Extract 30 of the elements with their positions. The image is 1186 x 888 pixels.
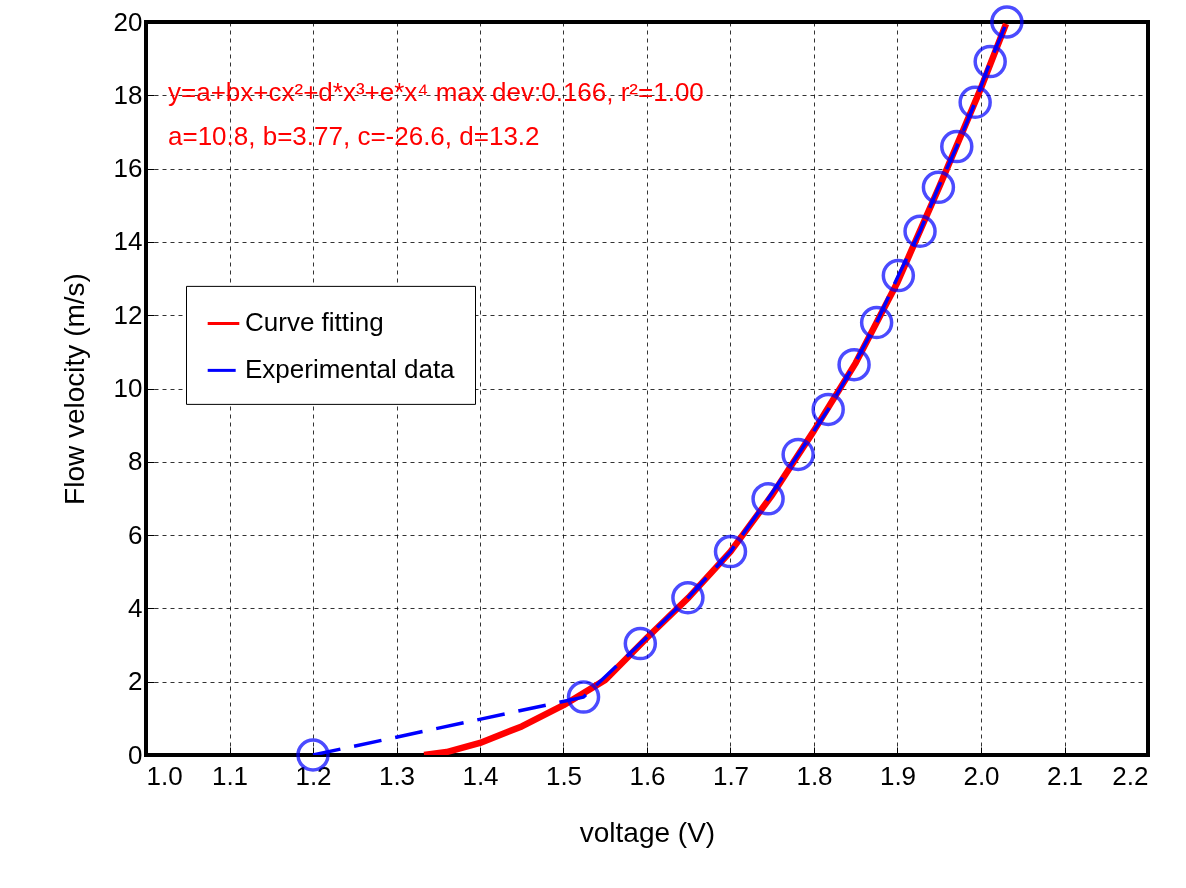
y-tick-label: 8 — [128, 446, 143, 477]
y-tick-label: 14 — [113, 226, 143, 257]
legend-label: Experimental data — [245, 354, 456, 385]
x-tick-label: 2.1 — [1046, 760, 1084, 791]
y-tick-label: 2 — [128, 666, 143, 697]
annotation: a=10.8, b=3.77, c=-26.6, d=13.2 — [168, 121, 540, 151]
x-tick-label: 1.0 — [146, 760, 183, 791]
x-tick-label: 1.1 — [211, 760, 249, 791]
x-tick-label: 1.2 — [295, 760, 332, 791]
annotation: y=a+bx+cx²+d*x³+e*x⁴ max dev:0.166, r²=1.00 — [168, 77, 704, 107]
x-tick-label: 2.2 — [1112, 760, 1149, 791]
x-tick-label: 1.6 — [629, 760, 666, 791]
y-axis-title: Flow velocity (m/s) — [58, 273, 90, 505]
x-axis-title: voltage (V) — [579, 816, 716, 848]
x-tick-label: 1.5 — [545, 760, 583, 791]
x-tick-label: 1.8 — [796, 760, 833, 791]
x-tick-label: 1.3 — [378, 760, 416, 791]
y-tick-label: 0 — [128, 739, 143, 770]
y-tick-label: 16 — [113, 153, 143, 184]
x-tick-label: 2.0 — [963, 760, 1000, 791]
x-tick-label: 1.7 — [712, 760, 750, 791]
x-tick-label: 1.9 — [879, 760, 917, 791]
y-tick-label: 12 — [113, 299, 143, 330]
x-tick-label: 1.4 — [462, 760, 499, 791]
y-tick-label: 6 — [128, 519, 143, 550]
y-tick-label: 20 — [113, 6, 143, 37]
y-tick-label: 18 — [113, 79, 143, 110]
y-tick-label: 4 — [128, 592, 143, 623]
y-tick-label: 10 — [113, 373, 143, 403]
legend-label: Curve fitting — [245, 307, 384, 338]
